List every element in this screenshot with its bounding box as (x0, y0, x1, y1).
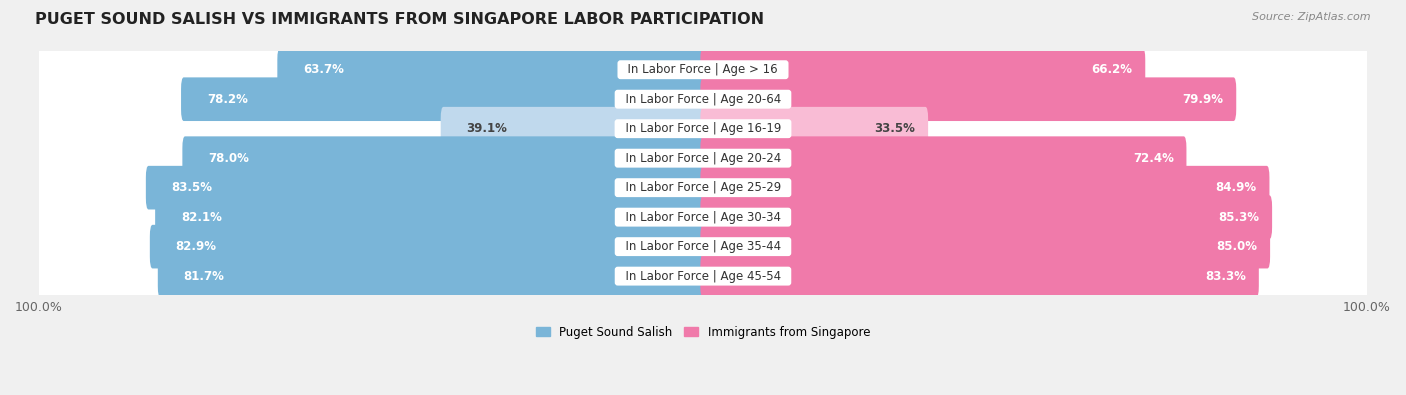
Text: In Labor Force | Age 35-44: In Labor Force | Age 35-44 (617, 240, 789, 253)
Text: 72.4%: 72.4% (1133, 152, 1174, 165)
FancyBboxPatch shape (700, 77, 1236, 121)
FancyBboxPatch shape (31, 226, 1375, 268)
FancyBboxPatch shape (700, 196, 1272, 239)
Text: 39.1%: 39.1% (467, 122, 508, 135)
FancyBboxPatch shape (440, 107, 706, 150)
Text: 82.9%: 82.9% (176, 240, 217, 253)
Text: 83.5%: 83.5% (172, 181, 212, 194)
Text: 63.7%: 63.7% (304, 63, 344, 76)
Text: In Labor Force | Age 45-54: In Labor Force | Age 45-54 (617, 270, 789, 283)
FancyBboxPatch shape (183, 136, 706, 180)
Text: 66.2%: 66.2% (1091, 63, 1133, 76)
FancyBboxPatch shape (31, 196, 1375, 238)
FancyBboxPatch shape (31, 49, 1375, 91)
FancyBboxPatch shape (31, 78, 1375, 120)
FancyBboxPatch shape (277, 48, 706, 92)
Text: 85.0%: 85.0% (1216, 240, 1257, 253)
FancyBboxPatch shape (157, 254, 706, 298)
Text: 78.2%: 78.2% (207, 93, 247, 106)
Text: In Labor Force | Age > 16: In Labor Force | Age > 16 (620, 63, 786, 76)
FancyBboxPatch shape (700, 254, 1258, 298)
FancyBboxPatch shape (700, 48, 1146, 92)
Text: In Labor Force | Age 30-34: In Labor Force | Age 30-34 (617, 211, 789, 224)
FancyBboxPatch shape (700, 225, 1270, 269)
Text: 81.7%: 81.7% (184, 270, 225, 283)
Text: Source: ZipAtlas.com: Source: ZipAtlas.com (1253, 12, 1371, 22)
FancyBboxPatch shape (700, 166, 1270, 209)
Text: In Labor Force | Age 25-29: In Labor Force | Age 25-29 (617, 181, 789, 194)
Text: 84.9%: 84.9% (1216, 181, 1257, 194)
FancyBboxPatch shape (31, 137, 1375, 179)
Text: 82.1%: 82.1% (181, 211, 222, 224)
Text: In Labor Force | Age 16-19: In Labor Force | Age 16-19 (617, 122, 789, 135)
FancyBboxPatch shape (700, 136, 1187, 180)
Text: 83.3%: 83.3% (1205, 270, 1246, 283)
FancyBboxPatch shape (150, 225, 706, 269)
Text: PUGET SOUND SALISH VS IMMIGRANTS FROM SINGAPORE LABOR PARTICIPATION: PUGET SOUND SALISH VS IMMIGRANTS FROM SI… (35, 12, 765, 27)
FancyBboxPatch shape (146, 166, 706, 209)
FancyBboxPatch shape (700, 107, 928, 150)
FancyBboxPatch shape (31, 107, 1375, 150)
Text: 78.0%: 78.0% (208, 152, 249, 165)
FancyBboxPatch shape (155, 196, 706, 239)
Text: 85.3%: 85.3% (1219, 211, 1260, 224)
Text: In Labor Force | Age 20-24: In Labor Force | Age 20-24 (617, 152, 789, 165)
FancyBboxPatch shape (181, 77, 706, 121)
FancyBboxPatch shape (31, 255, 1375, 297)
Text: In Labor Force | Age 20-64: In Labor Force | Age 20-64 (617, 93, 789, 106)
Legend: Puget Sound Salish, Immigrants from Singapore: Puget Sound Salish, Immigrants from Sing… (531, 321, 875, 343)
Text: 79.9%: 79.9% (1182, 93, 1223, 106)
FancyBboxPatch shape (31, 166, 1375, 209)
Text: 33.5%: 33.5% (875, 122, 915, 135)
